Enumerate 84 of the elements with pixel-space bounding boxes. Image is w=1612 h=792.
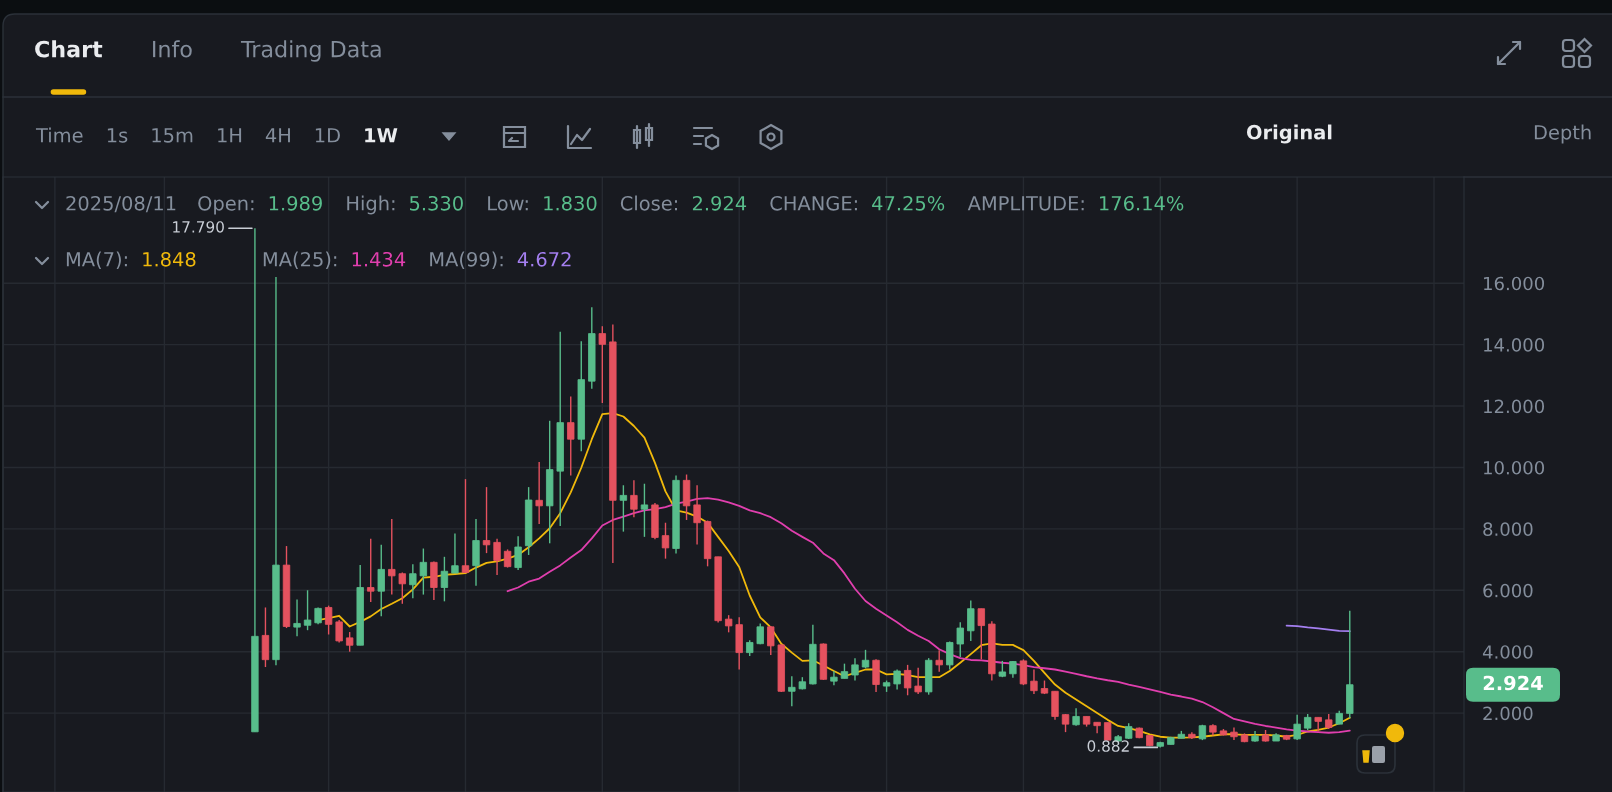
text: Time [35,127,83,143]
annotation: High: [347,195,395,215]
candlestick [767,625,775,656]
candlestick [493,537,501,576]
candlestick [946,640,954,671]
text: Original [1246,124,1332,144]
candlestick [419,547,428,596]
candlestick [1293,713,1301,741]
candlestick [956,621,964,658]
candlestick [293,598,301,638]
annotation: CHANGE: [770,195,857,211]
candlestick [893,668,901,691]
text: 2025/08/11 [66,195,176,213]
candlestick [503,548,512,569]
annotation: 47.25% [872,195,945,211]
candlestick [461,478,470,574]
annotation: 2.924 [692,195,747,211]
text: Trading Data [240,40,381,62]
candlestick [1093,721,1101,735]
text: MA(7): [66,251,127,269]
candlestick [788,675,796,708]
annotation: Close: [620,195,677,211]
annotation: 4.672 [517,251,571,267]
text: 1H [218,128,242,143]
y-tick-label: 4.000 [1482,645,1533,659]
annotation: 0.882 [1087,740,1129,752]
text: 15m [152,128,193,143]
annotation: MA(99): [430,251,503,269]
text: 1W [365,128,398,143]
candlestick [977,608,985,661]
candlestick [345,631,354,653]
annotation: Low: [488,196,528,211]
candlestick [482,486,491,554]
candlestick [640,483,649,538]
annotation: 1.434 [352,251,406,267]
y-tick-label: 12.000 [1484,399,1545,414]
candlestick [693,484,701,546]
candlestick [440,556,449,603]
annotation: MA(25): [263,251,337,269]
candlestick [851,657,859,682]
annotation: 176.14% [1100,195,1184,211]
candlestick [903,664,912,696]
candlestick [630,479,638,518]
text: Chart [35,40,103,58]
candlestick [567,395,575,477]
text: 17.790 [173,221,224,233]
candlestick [388,518,396,596]
annotation: 5.330 [410,195,463,211]
annotation: AMPLITUDE: [967,196,1084,211]
candlestick [935,649,943,673]
candlestick [367,537,375,603]
candlestick [914,666,922,695]
candlestick [303,589,312,631]
y-tick-label: 16.000 [1484,276,1545,291]
text: 1D [315,128,340,143]
annotation: 1.830 [544,195,597,211]
text: Depth [1534,124,1591,144]
candlestick [1019,658,1028,686]
candlestick [451,532,459,574]
y-tick-label: 2.000 [1483,706,1533,721]
y-tick-label: 6.000 [1483,583,1533,598]
text: 2.924 [1483,675,1543,691]
candlestick [377,544,385,618]
candlestick [514,535,522,571]
text: 1.848 [143,251,196,267]
text: 4H [265,128,290,143]
candlestick [830,670,838,686]
candlestick [1061,713,1070,733]
candlestick [409,563,417,599]
candlestick [1030,668,1038,695]
candlestick [398,571,406,605]
candlestick [324,604,333,636]
candlestick [598,325,607,404]
candlestick [535,461,543,525]
text: Info [153,40,192,58]
y-tick-label: 14.000 [1484,338,1545,352]
candlestick [661,522,670,560]
annotation: Open: [198,195,254,215]
y-tick-label: 10.000 [1484,460,1545,475]
candlestick [967,599,975,642]
annotation: 1.989 [269,195,322,211]
candlestick [619,484,628,533]
y-tick-label: 8.000 [1483,522,1533,536]
text: 1s [107,128,128,143]
